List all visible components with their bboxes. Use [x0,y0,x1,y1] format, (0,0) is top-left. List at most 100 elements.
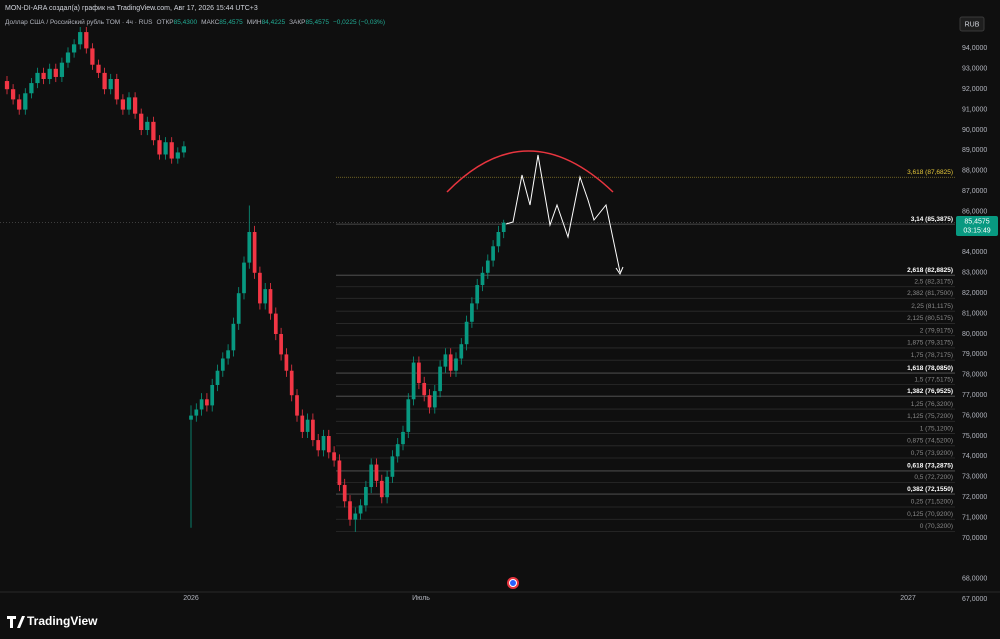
candle-body [242,262,246,294]
price-tick-label: 79,0000 [962,351,987,358]
symbol: Доллар США / Российский рубль TOM · 4ч ·… [5,18,153,26]
price-tick-label: 77,0000 [962,392,987,399]
logo-text[interactable]: TradingView [27,614,98,628]
candle-body [332,452,336,461]
candle-body [29,83,34,94]
candle-body [485,260,490,273]
candle-body [305,419,310,432]
price-badge-price: 85,4575 [964,218,989,225]
currency-label[interactable]: RUB [965,21,980,28]
candle-body [438,366,442,392]
candle-body [247,232,252,263]
candle-body [169,142,174,159]
price-tick-label: 92,0000 [962,86,987,93]
price-tick-label: 84,0000 [962,249,987,256]
symbol-line: Доллар США / Российский рубль TOM · 4ч ·… [5,18,385,26]
price-tick-label: 71,0000 [962,514,987,521]
candle-body [470,303,474,322]
price-tick-label: 82,0000 [962,290,987,297]
price-tick-label: 93,0000 [962,66,987,73]
candle-body [78,32,83,45]
candle-body [369,464,374,487]
candle-body [10,89,16,100]
candle-body [71,44,77,53]
candle-body [139,113,144,130]
fib-label: 0,75 (73,9200) [911,450,953,457]
price-tick-label: 94,0000 [962,45,987,52]
fib-label: 2,618 (82,8825) [907,267,953,274]
candle-body [401,431,405,445]
candle-body [459,344,464,359]
candle-body [132,97,138,114]
candle-body [205,399,209,406]
price-tick-label: 86,0000 [962,208,987,215]
candle-body [443,354,448,367]
candle-body [114,79,119,100]
candle-body [258,272,262,304]
candle-body [65,52,71,63]
fib-label: 1,75 (78,7175) [911,352,953,359]
fib-label: 1,618 (78,0850) [907,365,953,372]
candle-body [432,391,437,408]
candle-body [199,399,204,410]
candle-body [364,487,368,506]
candle-body [411,362,416,400]
candle-body [189,415,193,420]
candle-body [194,409,199,416]
candle-body [374,464,379,481]
candle-body [263,289,268,304]
close-label: ЗАКР [289,19,305,26]
candle-body [311,419,315,441]
candle-body [181,146,187,153]
candle-body [41,72,46,79]
candle-body [337,460,342,485]
price-tick-label: 72,0000 [962,494,987,501]
candle-body [316,440,321,451]
fib-label: 2,25 (81,1175) [911,303,953,310]
candle-body [342,484,347,502]
fib-label: 1,382 (76,9525) [907,388,953,395]
high: 85,4575 [219,19,243,26]
events-icon-inner[interactable] [509,579,517,587]
price-tick-label: 81,0000 [962,310,987,317]
fib-label: 2,125 (80,5175) [907,315,953,322]
low: 84,4225 [262,19,286,26]
price-tick-label: 78,0000 [962,372,987,379]
candle-body [17,99,22,110]
close: 85,4575 [305,19,329,26]
candle-body [427,395,432,408]
candle-body [321,436,326,451]
open: 85,4300 [174,19,198,26]
candle-body [417,362,421,383]
candle-body [215,370,220,385]
candle-body [300,415,305,432]
fib-label: 1,125 (75,7200) [907,413,953,420]
candle-body [151,121,156,141]
price-tick-label: 73,0000 [962,474,987,481]
arc-drawing [446,150,614,193]
candle-body [284,354,289,371]
logo-icon[interactable] [7,616,25,628]
candle-body [47,68,52,79]
price-badge [956,216,998,236]
fib-label: 0,125 (70,9200) [907,511,953,518]
projection-path [505,154,621,273]
candle-body [90,48,95,65]
price-tick-label: 80,0000 [962,331,987,338]
candle-body [390,456,395,477]
projection-arrow [615,266,624,276]
candle-body [102,72,107,90]
candle-body [348,501,352,520]
open-label: ОТКР [156,19,173,26]
candle-body [236,293,241,324]
candle-body [35,72,40,84]
candle-body [4,81,10,90]
candle-body [220,358,225,371]
fib-label: 1 (75,1200) [920,425,953,432]
author-line: MON-DI-ARA создал(а) график на TradingVi… [5,5,258,12]
candle-body [157,140,162,155]
currency-button[interactable] [959,16,985,32]
